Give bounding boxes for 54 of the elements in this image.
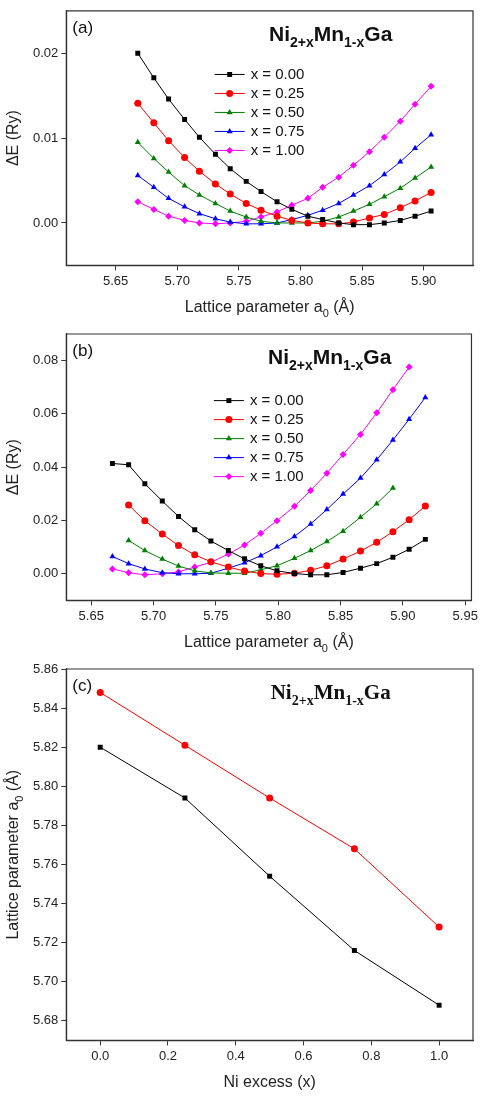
legend-label: x = 0.25 — [250, 83, 305, 101]
x-tick-label: 5.95 — [452, 607, 478, 623]
y-tick-label: 5.74 — [32, 895, 59, 911]
y-tick-label: 0.02 — [32, 44, 59, 60]
y-tick-label: 5.78 — [32, 816, 59, 832]
x-tick-label: 5.90 — [411, 272, 437, 288]
y-tick-label: 0.00 — [32, 214, 59, 230]
legend-label: x = 0.75 — [249, 447, 304, 465]
y-tick-label: 0.02 — [32, 512, 59, 528]
legend-label: x = 0.00 — [250, 64, 305, 82]
annotation: (a) — [72, 17, 94, 37]
x-tick-label: 0.4 — [226, 1047, 245, 1063]
x-tick-label: 5.85 — [327, 607, 354, 623]
annotation: (c) — [72, 676, 93, 695]
x-tick-label: 5.90 — [390, 607, 416, 623]
y-tick-label: 0.04 — [32, 458, 59, 474]
x-tick-label: 0.6 — [294, 1047, 313, 1063]
annotation: (b) — [72, 341, 94, 360]
x-tick-label: 5.85 — [349, 272, 375, 288]
legend-label: x = 1.00 — [249, 466, 304, 484]
legend-label: x = 0.50 — [249, 428, 304, 446]
y-tick-label: 5.72 — [32, 934, 59, 950]
x-tick-label: 0.2 — [158, 1047, 178, 1063]
y-tick-label: 5.86 — [32, 660, 59, 676]
x-tick-label: 0.8 — [362, 1047, 381, 1063]
x-tick-label: 5.80 — [265, 607, 291, 623]
legend-label: x = 0.25 — [249, 409, 304, 427]
y-tick-label: 0.00 — [32, 565, 59, 581]
y-tick-label: 5.84 — [32, 699, 59, 715]
y-axis-title: ΔE (Ry) — [4, 439, 21, 496]
y-axis-title: ΔE (Ry) — [4, 110, 21, 167]
x-tick-label: 5.80 — [287, 272, 314, 288]
y-axis-title: Lattice parameter a0 (Å) — [3, 769, 25, 940]
x-tick-label: 5.75 — [203, 607, 229, 623]
y-tick-label: 5.82 — [32, 738, 59, 754]
legend-label: x = 1.00 — [250, 140, 305, 158]
legend-label: x = 0.50 — [250, 102, 305, 120]
y-tick-label: 5.68 — [32, 1012, 59, 1028]
y-tick-label: 0.06 — [32, 405, 59, 421]
x-tick-label: 5.75 — [226, 272, 252, 288]
y-tick-label: 5.70 — [32, 973, 59, 989]
legend-label: x = 0.00 — [249, 390, 304, 408]
x-tick-label: 5.65 — [102, 272, 129, 288]
x-tick-label: 1.0 — [430, 1047, 449, 1063]
y-tick-label: 5.76 — [32, 856, 59, 872]
y-tick-label: 0.08 — [32, 352, 59, 368]
legend-label: x = 0.75 — [250, 121, 305, 139]
x-tick-label: 5.70 — [164, 272, 190, 288]
x-tick-label: 0.0 — [91, 1047, 110, 1063]
y-tick-label: 5.80 — [32, 777, 59, 793]
x-tick-label: 5.65 — [78, 607, 104, 623]
y-tick-label: 0.01 — [32, 129, 59, 145]
x-axis-title: Ni excess (x) — [223, 1073, 316, 1090]
x-tick-label: 5.70 — [140, 607, 167, 623]
